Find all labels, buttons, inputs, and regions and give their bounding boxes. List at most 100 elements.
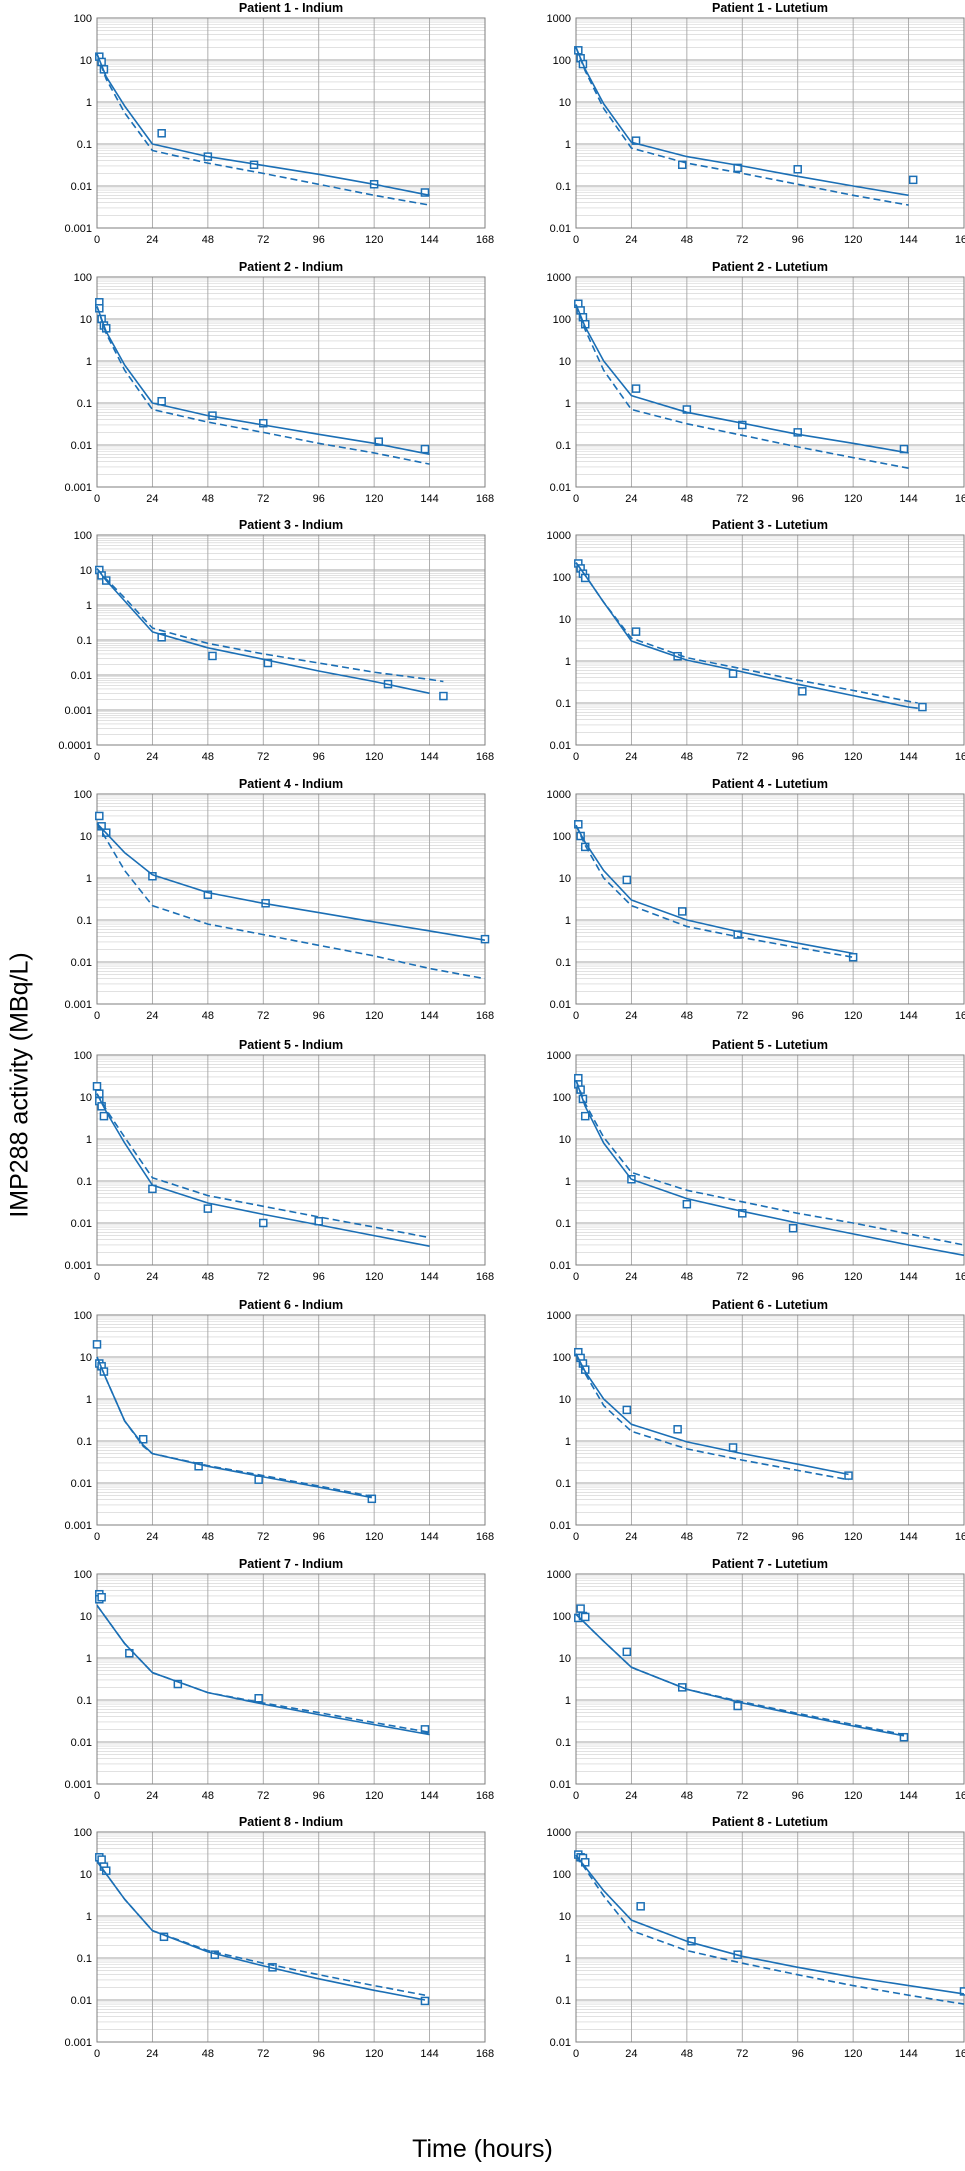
y-tick-label: 0.01 (71, 181, 92, 193)
data-point-marker (439, 691, 448, 701)
y-tick-label: 0.01 (71, 670, 92, 682)
x-tick-label: 168 (955, 1010, 965, 1022)
x-tick-label: 24 (625, 1790, 637, 1802)
y-tick-label: 0.01 (550, 1520, 571, 1532)
x-tick-label: 120 (844, 751, 862, 763)
chart-title: Patient 2 - Lutetium (712, 260, 828, 274)
x-tick-label: 168 (955, 493, 965, 505)
y-tick-label: 10 (559, 1394, 571, 1406)
plot-frame (96, 1831, 486, 2043)
x-tick-label: 168 (476, 751, 494, 763)
x-tick-label: 0 (94, 2048, 100, 2060)
y-tick-label: 0.1 (556, 957, 571, 969)
y-tick-label: 0.1 (556, 1737, 571, 1749)
plot-frame (575, 1831, 965, 2043)
model-curve-dashed (575, 1353, 849, 1481)
y-tick-label: 0.01 (550, 2037, 571, 2049)
x-tick-label: 120 (365, 1271, 383, 1283)
data-point-marker (97, 1592, 106, 1602)
y-tick-label: 0.01 (71, 1995, 92, 2007)
x-tick-label: 24 (625, 1531, 637, 1543)
x-tick-label: 72 (736, 1790, 748, 1802)
model-curve-dashed (96, 53, 430, 206)
x-tick-label: 72 (736, 234, 748, 246)
data-point-marker (908, 175, 918, 185)
data-point-marker (208, 651, 217, 661)
y-tick-label: 1000 (547, 13, 571, 25)
y-axis-label-container: IMP288 activity (MBq/L) (0, 935, 40, 1235)
data-point-marker (97, 1855, 106, 1864)
x-tick-label: 120 (365, 493, 383, 505)
x-tick-label: 144 (899, 234, 917, 246)
model-curve-dashed (96, 306, 430, 465)
x-axis-label: Time (hours) (412, 2135, 553, 2163)
y-tick-label: 0.001 (64, 2037, 92, 2049)
y-tick-label: 0.1 (77, 1176, 92, 1188)
data-point-marker (203, 1204, 213, 1213)
x-tick-label: 0 (573, 493, 579, 505)
x-tick-label: 144 (420, 1790, 438, 1802)
chart-title: Patient 7 - Indium (239, 1557, 343, 1571)
x-tick-label: 48 (202, 234, 214, 246)
chart-title: Patient 6 - Indium (239, 1298, 343, 1312)
plot-area (97, 277, 485, 487)
y-tick-label: 1000 (547, 1827, 571, 1839)
x-tick-label: 96 (792, 2048, 804, 2060)
y-tick-label: 100 (74, 13, 92, 25)
x-tick-label: 120 (844, 1010, 862, 1022)
x-tick-label: 144 (420, 1531, 438, 1543)
plot-frame (575, 17, 965, 229)
x-tick-label: 48 (202, 1531, 214, 1543)
data-point-marker (622, 1405, 632, 1415)
model-curve-dashed (575, 562, 918, 704)
x-tick-label: 96 (792, 1010, 804, 1022)
y-tick-label: 0.1 (556, 698, 571, 710)
data-point-marker (580, 1111, 590, 1121)
x-tick-label: 0 (94, 1790, 100, 1802)
fit-curve-solid (575, 824, 854, 955)
chart-title: Patient 2 - Indium (239, 260, 343, 274)
data-point-marker (733, 1701, 742, 1711)
y-tick-label: 1000 (547, 272, 571, 284)
x-tick-label: 168 (955, 1271, 965, 1283)
x-tick-label: 96 (792, 234, 804, 246)
x-tick-label: 48 (681, 751, 693, 763)
fit-curve-solid (575, 1854, 965, 1995)
y-tick-label: 0.01 (71, 957, 92, 969)
chart-panel-2: 1000 100 10 1 0.1 0.010 24 48 72 96 120 144 168 Patie… (547, 1, 965, 246)
x-tick-label: 168 (476, 1790, 494, 1802)
data-point-marker (92, 1082, 102, 1091)
x-tick-label: 144 (420, 2048, 438, 2060)
data-point-marker (420, 444, 430, 454)
data-point-marker (420, 1996, 430, 2006)
chart-title: Patient 3 - Lutetium (712, 518, 828, 532)
y-tick-label: 10 (80, 1092, 92, 1104)
x-tick-label: 48 (681, 1790, 693, 1802)
y-tick-label: 0.0001 (58, 740, 92, 752)
chart-title: Patient 7 - Lutetium (712, 1557, 828, 1571)
y-tick-label: 1 (565, 915, 571, 927)
chart-panel-10: 1000 100 10 1 0.1 0.010 24 48 72 96 120 144 168 Patie… (547, 1038, 965, 1283)
y-tick-label: 1 (565, 1695, 571, 1707)
data-point-marker (99, 1111, 109, 1121)
data-point-marker (367, 1494, 377, 1504)
x-tick-label: 24 (146, 1271, 158, 1283)
data-point-marker (631, 384, 641, 393)
x-tick-label: 96 (313, 751, 325, 763)
x-tick-label: 120 (844, 1271, 862, 1283)
x-tick-label: 0 (94, 1010, 100, 1022)
x-tick-label: 48 (681, 234, 693, 246)
y-tick-label: 10 (80, 1869, 92, 1881)
x-tick-label: 120 (365, 234, 383, 246)
chart-panel-6: 1000 100 10 1 0.1 0.010 24 48 72 96 120 144 168 Patie… (547, 518, 965, 763)
y-tick-label: 0.01 (71, 1478, 92, 1490)
x-tick-label: 72 (736, 1010, 748, 1022)
y-tick-label: 100 (74, 1050, 92, 1062)
x-tick-label: 96 (313, 2048, 325, 2060)
fit-curve-solid (96, 1604, 430, 1736)
x-tick-label: 168 (476, 1010, 494, 1022)
y-tick-label: 100 (553, 1092, 571, 1104)
